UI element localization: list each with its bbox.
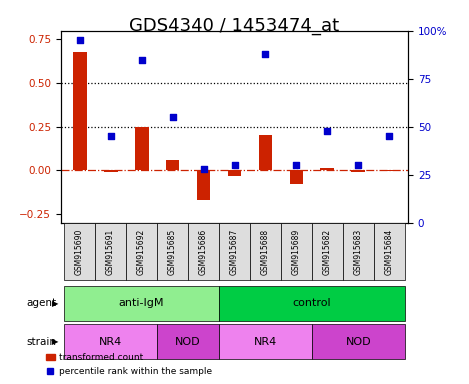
FancyBboxPatch shape <box>374 223 405 280</box>
FancyBboxPatch shape <box>312 324 405 359</box>
FancyBboxPatch shape <box>64 286 219 321</box>
FancyBboxPatch shape <box>343 223 374 280</box>
Text: ▶: ▶ <box>52 337 59 346</box>
Bar <box>73 52 87 170</box>
Legend: transformed count, percentile rank within the sample: transformed count, percentile rank withi… <box>42 350 216 379</box>
Text: GSM915685: GSM915685 <box>168 228 177 275</box>
Text: GSM915684: GSM915684 <box>385 228 394 275</box>
Text: strain: strain <box>26 337 56 347</box>
Text: GSM915691: GSM915691 <box>106 228 115 275</box>
Bar <box>197 170 211 200</box>
Text: GSM915692: GSM915692 <box>137 228 146 275</box>
FancyBboxPatch shape <box>219 286 405 321</box>
Text: GSM915682: GSM915682 <box>323 228 332 275</box>
Text: ▶: ▶ <box>52 299 59 308</box>
Text: GSM915689: GSM915689 <box>292 228 301 275</box>
Point <box>262 51 269 57</box>
Bar <box>227 170 242 175</box>
FancyBboxPatch shape <box>157 324 219 359</box>
Point <box>138 56 145 63</box>
Bar <box>320 168 334 170</box>
FancyBboxPatch shape <box>188 223 219 280</box>
FancyBboxPatch shape <box>219 324 312 359</box>
FancyBboxPatch shape <box>219 223 250 280</box>
Bar <box>351 170 365 172</box>
Point <box>324 127 331 134</box>
FancyBboxPatch shape <box>157 223 188 280</box>
Point <box>169 114 176 120</box>
Text: GDS4340 / 1453474_at: GDS4340 / 1453474_at <box>129 17 340 35</box>
Point <box>107 133 114 139</box>
Text: NR4: NR4 <box>254 337 277 347</box>
Point <box>386 133 393 139</box>
Point <box>231 162 238 168</box>
Bar <box>382 170 396 171</box>
Bar <box>104 170 118 172</box>
Text: NR4: NR4 <box>99 337 122 347</box>
Point <box>293 162 300 168</box>
Bar <box>289 170 303 184</box>
Text: GSM915688: GSM915688 <box>261 228 270 275</box>
Text: control: control <box>293 298 331 308</box>
Text: GSM915686: GSM915686 <box>199 228 208 275</box>
Text: GSM915683: GSM915683 <box>354 228 363 275</box>
Bar <box>135 127 149 170</box>
Text: anti-IgM: anti-IgM <box>119 298 164 308</box>
FancyBboxPatch shape <box>64 223 95 280</box>
FancyBboxPatch shape <box>281 223 312 280</box>
Bar <box>166 160 180 170</box>
Point <box>76 37 83 43</box>
FancyBboxPatch shape <box>312 223 343 280</box>
Text: GSM915687: GSM915687 <box>230 228 239 275</box>
Text: agent: agent <box>26 298 56 308</box>
FancyBboxPatch shape <box>126 223 157 280</box>
FancyBboxPatch shape <box>250 223 281 280</box>
Text: NOD: NOD <box>175 337 201 347</box>
Text: GSM915690: GSM915690 <box>75 228 84 275</box>
FancyBboxPatch shape <box>64 324 157 359</box>
Bar <box>258 136 272 170</box>
FancyBboxPatch shape <box>95 223 126 280</box>
Text: NOD: NOD <box>346 337 371 347</box>
Point <box>200 166 207 172</box>
Point <box>355 162 362 168</box>
